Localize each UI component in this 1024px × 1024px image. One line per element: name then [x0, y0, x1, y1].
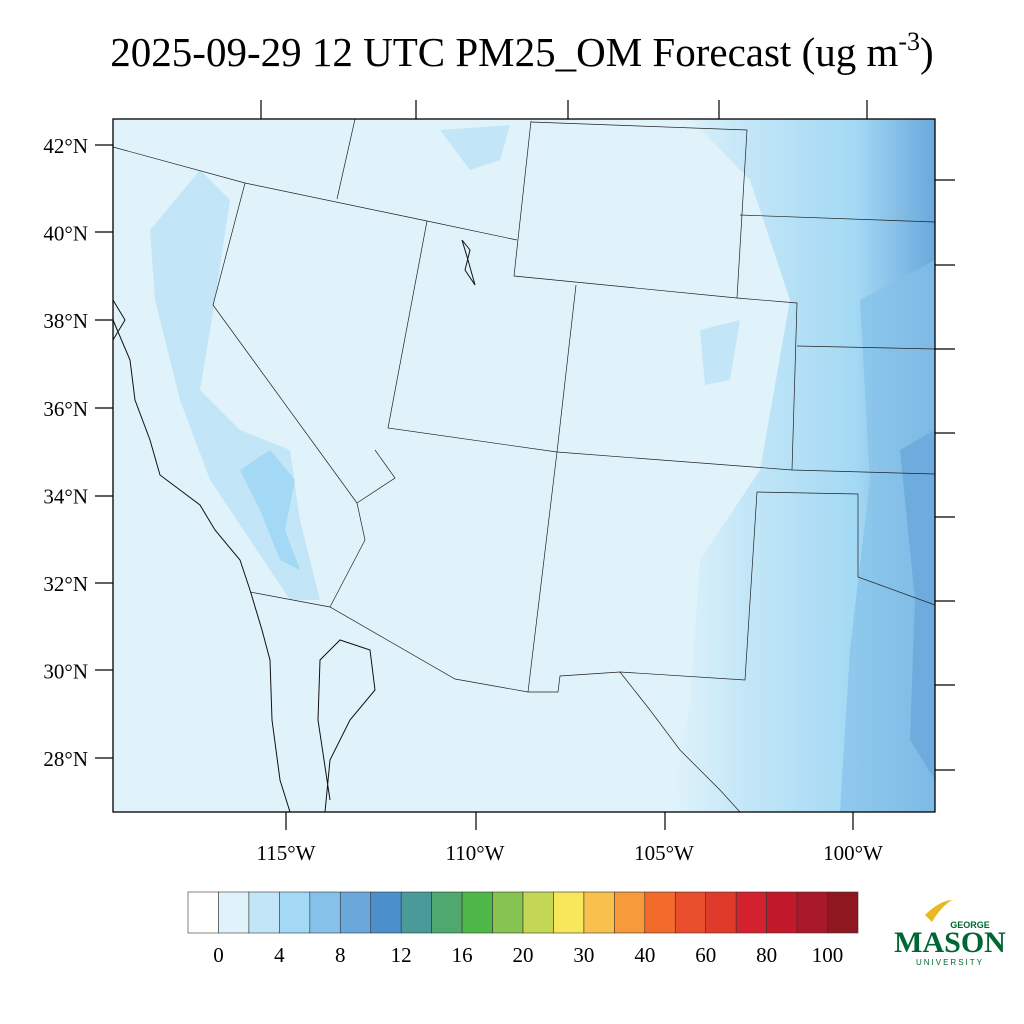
colorbar-box: [735, 891, 767, 934]
lon-label: 110°W: [446, 841, 505, 865]
title-main: 2025-09-29 12 UTC PM25_OM Forecast (ug m: [110, 29, 898, 75]
title-close: ): [920, 29, 934, 75]
colorbar-box: [309, 891, 341, 934]
colorbar-box: [674, 891, 707, 934]
colorbar-box: [522, 891, 554, 934]
lon-label: 100°W: [823, 841, 883, 865]
colorbar-box: [553, 891, 585, 934]
lat-label: 36°N: [43, 397, 88, 421]
concentration-idaho: [440, 125, 510, 170]
logo-main: MASON: [894, 926, 1006, 959]
colorbar-box: [339, 891, 372, 934]
colorbar-box: [218, 891, 250, 934]
colorbar-box: [583, 891, 615, 934]
colorbar-box: [400, 891, 432, 934]
colorbar-label: 60: [695, 943, 716, 967]
concentration-colorado: [700, 320, 740, 385]
colorbar-label: 0: [213, 943, 224, 967]
frame-ticks: [95, 100, 955, 830]
colorbar-box: [614, 891, 646, 934]
colorbar-label: 30: [573, 943, 594, 967]
colorbar-box: [492, 891, 524, 934]
logo-top: GEORGE: [950, 920, 990, 930]
logo: GEORGE MASON UNIVERSITY: [894, 900, 1006, 967]
state-borders: [112, 118, 936, 813]
lat-label: 34°N: [43, 484, 88, 508]
colorbar-label: 16: [452, 943, 473, 967]
lon-labels: 115°W 110°W 105°W 100°W: [257, 841, 884, 865]
colorbar-box: [827, 891, 859, 934]
lat-label: 42°N: [43, 134, 88, 158]
colorbar-box: [370, 891, 402, 934]
lat-label: 38°N: [43, 309, 88, 333]
concentration-socal: [240, 450, 300, 570]
colorbar-box: [644, 891, 676, 934]
colorbar-label: 80: [756, 943, 777, 967]
colorbar: 0 4 8 12 16 20 30 40 60 80 100: [187, 891, 859, 967]
colorbar-label: 4: [274, 943, 285, 967]
map-frame: [112, 118, 936, 813]
title: 2025-09-29 12 UTC PM25_OM Forecast (ug m…: [110, 27, 933, 75]
colorbar-label: 40: [634, 943, 655, 967]
colorbar-box: [187, 891, 219, 934]
colorbar-box: [279, 891, 311, 934]
colorbar-label: 8: [335, 943, 346, 967]
lon-label: 105°W: [634, 841, 694, 865]
coastline: [112, 239, 476, 813]
title-superscript: -3: [898, 27, 920, 56]
concentration-east-high: [840, 260, 935, 812]
concentration-east-peak: [900, 430, 935, 780]
colorbar-box: [461, 891, 493, 934]
logo-swoosh: [925, 900, 952, 922]
lat-label: 30°N: [43, 660, 88, 684]
lat-label: 28°N: [43, 747, 88, 771]
colorbar-box: [248, 891, 280, 934]
colorbar-box: [766, 891, 798, 934]
colorbar-box: [431, 891, 463, 934]
lat-labels: 42°N 40°N 38°N 36°N 34°N 32°N 30°N 28°N: [43, 134, 88, 771]
lat-label: 32°N: [43, 572, 88, 596]
lat-label: 40°N: [43, 222, 88, 246]
colorbar-label: 12: [391, 943, 412, 967]
colorbar-label: 20: [513, 943, 534, 967]
logo-bottom: UNIVERSITY: [916, 958, 984, 967]
colorbar-label: 100: [812, 943, 844, 967]
colorbar-box: [796, 891, 828, 934]
lon-label: 115°W: [257, 841, 316, 865]
colorbar-box: [705, 891, 737, 934]
map: [95, 100, 955, 830]
